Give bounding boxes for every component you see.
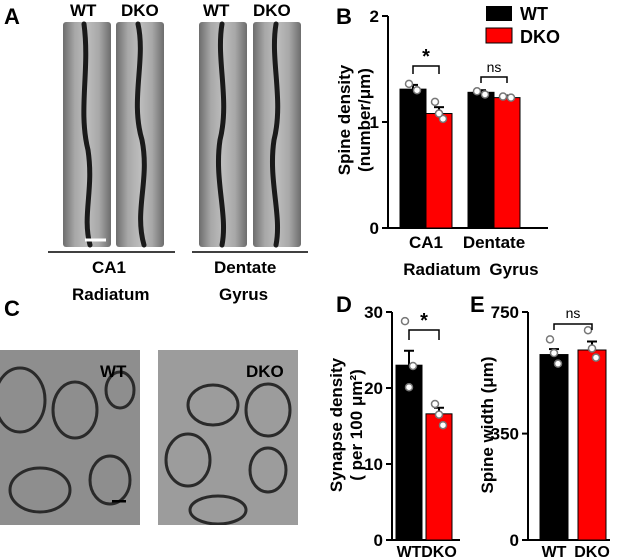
panel-c-letter: C: [4, 296, 20, 321]
chart-b-bar-dko-0: [425, 113, 453, 229]
chart-b-pt-dko-1-0: [498, 92, 508, 101]
region-label-ca1: CA1: [92, 258, 127, 277]
panel-a-letter: A: [4, 4, 20, 29]
chart-d-ylabel-1: Synapse density: [327, 357, 346, 492]
chart-e-sig-bracket: [553, 323, 593, 330]
chart-e-cat-label-0: WT: [542, 544, 567, 557]
chart-e-pt-0-2: [549, 348, 559, 358]
chart-d-pt-1-1: [438, 420, 448, 430]
chart-b-pt-wt-1-0: [472, 87, 482, 96]
chart-e-pt-1-1: [591, 353, 601, 362]
chart-b-bar-wt-1: [467, 91, 495, 229]
chart-e-ylabel: Spine width (μm): [478, 357, 497, 494]
chart-e-ytick-label-2: 750: [491, 303, 519, 322]
chart-d-pt-0-1: [408, 361, 418, 371]
chart-d-pt-1-2: [434, 410, 444, 419]
chart-e-bar-0: [539, 354, 569, 541]
chart-e-pt-1-0: [583, 325, 593, 335]
chart-e-bar-1: [577, 349, 607, 541]
chart-d-pt-0-0: [400, 316, 410, 326]
em-texture-dko: [158, 350, 298, 525]
chart-e-ytick-label-0: 0: [510, 531, 519, 550]
chart-b-ylabel-2: (number/μm): [355, 68, 374, 172]
chart-e-ytick-label-1: 350: [491, 425, 519, 444]
strip-label-wt-dg: WT: [203, 1, 230, 20]
chart-d-sig: *: [420, 310, 428, 332]
strip-label-wt-ca1: WT: [70, 1, 97, 20]
chart-b-sig-0: *: [422, 46, 430, 68]
chart-e-pt-0-0: [545, 335, 555, 344]
chart-d-ytick-label-1: 10: [364, 455, 383, 474]
panel-e-letter: E: [470, 292, 485, 317]
chart-b-sig-1: ns: [487, 59, 502, 75]
panel-d-letter: D: [336, 292, 352, 317]
chart-e-pt-0-1: [553, 359, 563, 368]
chart-b-cat-label-1: Dentate: [463, 233, 525, 252]
chart-b-pt-dko-0-2: [434, 109, 444, 118]
chart-d-cat-label-1: DKO: [421, 544, 457, 557]
chart-d-cat-label-0: WT: [397, 544, 422, 557]
chart-b-pt-dko-1-1: [506, 93, 516, 102]
chart-b-ytick-label-2: 2: [370, 7, 379, 26]
em-texture-wt: [0, 350, 140, 525]
chart-d-ytick-label-0: 0: [374, 531, 383, 550]
chart-d-bar-0: [395, 364, 423, 541]
chart-b-bar-wt-0: [399, 88, 427, 229]
chart-b-sublabel-1: Gyrus: [489, 260, 538, 279]
chart-d-sig-bracket: [408, 329, 440, 340]
em-label-wt: WT: [100, 362, 127, 381]
dendrite-shaft-dko-dg: [269, 21, 281, 248]
strip-label-dko-ca1: DKO: [121, 1, 159, 20]
panel-b-letter: B: [336, 4, 352, 29]
chart-d-pt-0-2: [404, 382, 414, 392]
em-label-dko: DKO: [246, 362, 284, 381]
em-image-dko: [158, 350, 298, 525]
chart-b-ytick-label-1: 1: [370, 113, 379, 132]
chart-e-pt-1-2: [587, 344, 597, 353]
legend-label-wt: WT: [520, 4, 548, 24]
region-label-radiatum: Radiatum: [72, 285, 150, 304]
legend-swatch-wt: [486, 6, 512, 21]
chart-b-cat-label-0: CA1: [409, 233, 443, 252]
chart-b-sublabel-0: Radiatum: [403, 260, 480, 279]
chart-b-pt-wt-0-0: [404, 79, 414, 89]
strip-label-dko-dg: DKO: [253, 1, 291, 20]
chart-e-sig: ns: [566, 305, 581, 321]
chart-d-ytick-label-3: 30: [364, 303, 383, 322]
chart-e-cat-label-1: DKO: [574, 544, 610, 557]
legend-label-dko: DKO: [520, 27, 560, 47]
chart-d-pt-1-0: [430, 399, 440, 409]
chart-b-pt-wt-1-1: [480, 90, 490, 99]
chart-b-sig-bracket-0: [412, 65, 440, 74]
chart-b-pt-wt-0-1: [412, 85, 422, 95]
dendrite-shaft-dko-ca1: [134, 21, 147, 248]
chart-b-pt-dko-0-0: [430, 97, 440, 107]
chart-b-sig-bracket-1: [480, 76, 508, 83]
dendrite-shaft-wt-dg: [215, 21, 227, 248]
chart-b-ytick-label-0: 0: [370, 219, 379, 238]
chart-d-bar-1: [425, 413, 453, 541]
dendrite-shaft-wt-ca1: [81, 21, 93, 248]
chart-b-ylabel-1: Spine density: [335, 64, 354, 175]
chart-d-ytick-label-2: 20: [364, 379, 383, 398]
region-label-dentate: Dentate: [214, 258, 277, 277]
chart-d-ylabel-2: ( per 100 μm²): [347, 369, 366, 481]
em-image-wt: [0, 350, 140, 525]
region-label-gyrus: Gyrus: [219, 285, 269, 304]
legend-swatch-dko: [485, 27, 513, 44]
dendrite-overlay: [48, 21, 308, 253]
chart-b-bar-dko-1: [493, 97, 521, 229]
